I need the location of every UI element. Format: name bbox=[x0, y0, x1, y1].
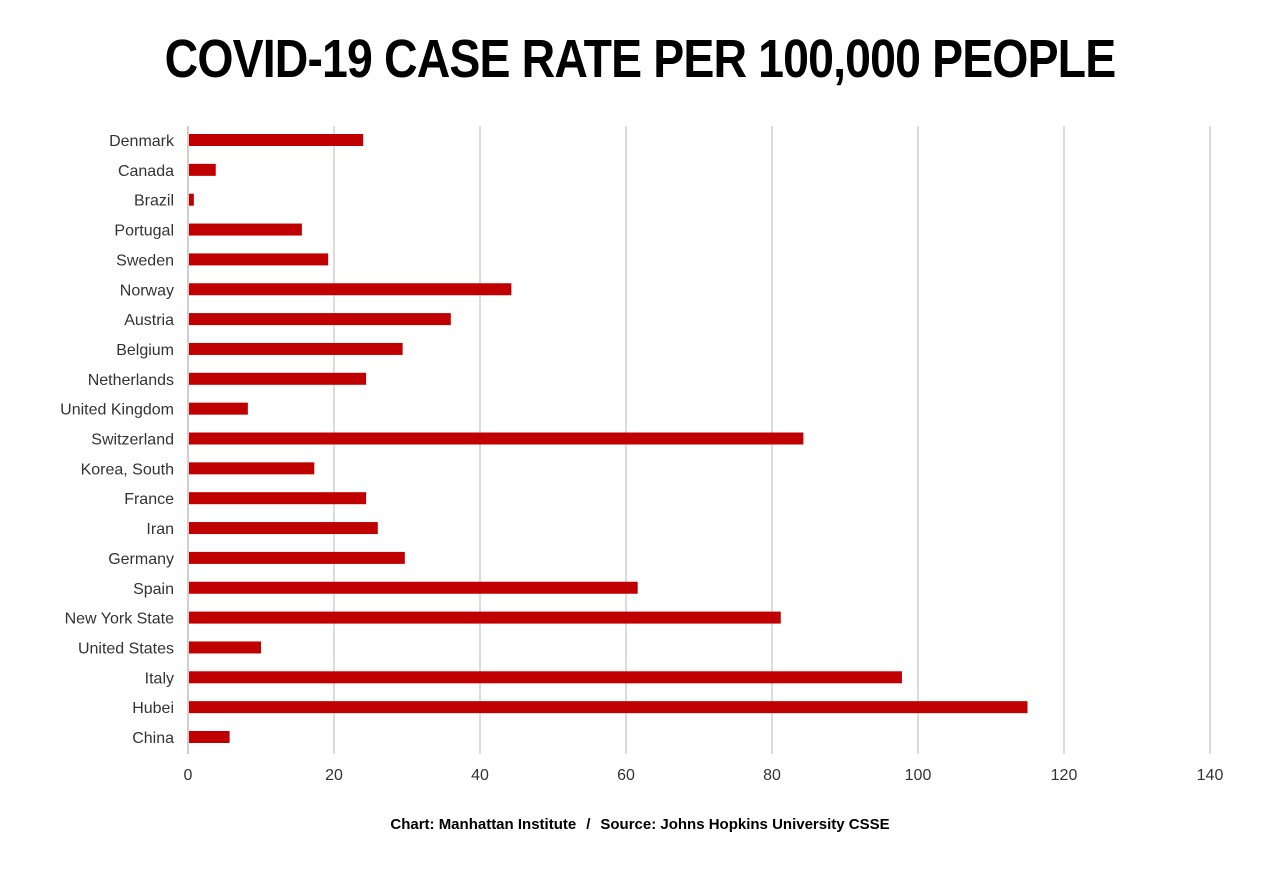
bar bbox=[189, 492, 367, 505]
category-label: Hubei bbox=[132, 700, 174, 717]
bar bbox=[189, 551, 405, 564]
footer-separator: / bbox=[586, 816, 591, 833]
x-tick-label: 80 bbox=[763, 767, 781, 784]
x-tick-label: 0 bbox=[184, 767, 193, 784]
category-label: Italy bbox=[145, 670, 174, 687]
bar bbox=[189, 432, 804, 445]
category-label: Brazil bbox=[134, 193, 174, 210]
bar bbox=[189, 253, 329, 266]
category-label: United Kingdom bbox=[60, 402, 174, 419]
x-tick-label: 100 bbox=[905, 767, 932, 784]
bar bbox=[189, 701, 1028, 714]
category-label: Iran bbox=[146, 521, 174, 538]
category-label: Spain bbox=[133, 581, 174, 598]
category-label: United States bbox=[78, 640, 174, 657]
source-line: Chart: Manhattan Institute / Source: Johns… bbox=[0, 816, 1280, 833]
bar bbox=[189, 462, 315, 475]
bar bbox=[189, 313, 451, 326]
x-tick-label: 120 bbox=[1051, 767, 1078, 784]
bar bbox=[189, 342, 403, 355]
bar bbox=[189, 223, 302, 236]
bar bbox=[189, 134, 364, 146]
category-label: Korea, South bbox=[81, 461, 174, 478]
bar bbox=[189, 522, 378, 535]
bar bbox=[189, 641, 261, 654]
category-label: Norway bbox=[120, 282, 174, 299]
bar bbox=[189, 402, 248, 415]
x-tick-label: 20 bbox=[325, 767, 343, 784]
bar bbox=[189, 163, 216, 176]
chart-title: COVID-19 CASE RATE PER 100,000 PEOPLE bbox=[164, 29, 1116, 89]
category-labels: Denmark Canada Brazil Portugal Sweden Norway A… bbox=[60, 133, 175, 747]
x-tick-label: 140 bbox=[1197, 767, 1224, 784]
bar bbox=[189, 611, 781, 624]
category-label: Germany bbox=[108, 551, 174, 568]
x-tick-label: 40 bbox=[471, 767, 489, 784]
bar bbox=[189, 581, 638, 594]
category-label: Canada bbox=[118, 163, 174, 180]
category-label: Belgium bbox=[116, 342, 174, 359]
bar bbox=[189, 372, 367, 385]
category-label: New York State bbox=[65, 611, 175, 628]
bar bbox=[189, 193, 194, 206]
category-label: Sweden bbox=[116, 252, 174, 269]
category-label: France bbox=[124, 491, 174, 508]
category-label: China bbox=[132, 730, 174, 747]
bar bbox=[189, 671, 902, 684]
category-label: Austria bbox=[124, 312, 174, 329]
bars bbox=[189, 134, 1028, 743]
source-credit: Source: Johns Hopkins University CSSE bbox=[600, 816, 890, 833]
x-tick-labels: 0 20 40 60 80 100 120 140 bbox=[184, 767, 1224, 784]
chart-credit: Chart: Manhattan Institute bbox=[390, 816, 577, 833]
category-label: Denmark bbox=[109, 133, 175, 150]
category-label: Portugal bbox=[114, 223, 174, 240]
x-tick-label: 60 bbox=[617, 767, 635, 784]
bar bbox=[189, 283, 512, 296]
category-label: Switzerland bbox=[91, 432, 174, 449]
category-label: Netherlands bbox=[88, 372, 174, 389]
bar bbox=[189, 731, 230, 743]
